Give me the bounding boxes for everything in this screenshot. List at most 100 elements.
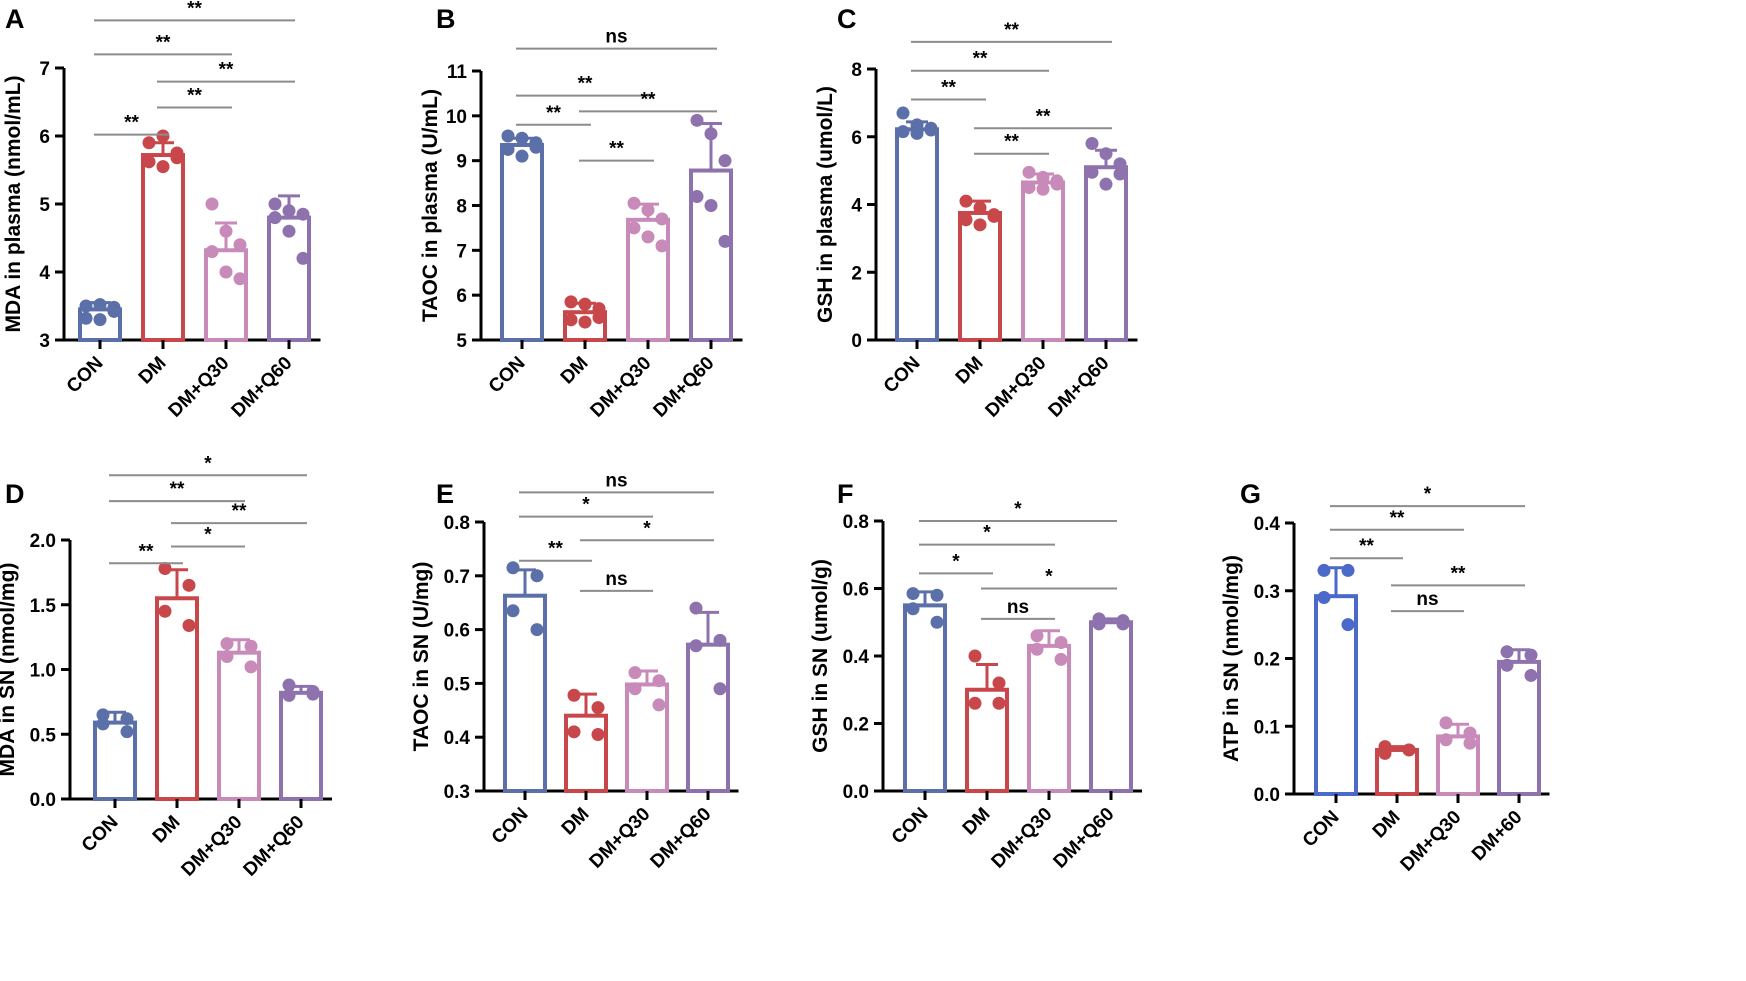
panel-c: C 0 2 4 6 8 GSH in plasma (umol/L) CON DMDM+Q30D…: [814, 4, 1138, 422]
data-point: [282, 688, 296, 702]
y-tick-label: 4: [851, 196, 862, 217]
data-point: [220, 637, 234, 651]
data-point: [1036, 182, 1050, 196]
significance-label: **: [609, 139, 624, 160]
significance-label: **: [578, 74, 593, 95]
data-point: [564, 313, 578, 327]
data-point: [1500, 658, 1514, 672]
data-point: [296, 251, 310, 265]
data-point: [96, 717, 110, 731]
significance-label: **: [1390, 508, 1405, 529]
category-label: DM+Q30: [988, 804, 1057, 873]
y-axis-label: MDA in SN (nmol/mg): [0, 563, 19, 777]
data-point: [220, 650, 234, 664]
significance-label: **: [232, 501, 247, 522]
category-label: CON: [485, 353, 530, 398]
data-point: [591, 728, 605, 742]
category-label: DM+Q30: [1397, 807, 1466, 876]
y-tick-label: 0.3: [444, 782, 470, 803]
data-point: [1030, 629, 1044, 643]
data-point: [930, 615, 944, 629]
significance-label: **: [139, 541, 154, 562]
significance-label: *: [983, 523, 991, 544]
significance-label: **: [1359, 536, 1374, 557]
data-point: [718, 234, 732, 248]
significance-label: **: [546, 103, 561, 124]
significance-label: **: [187, 85, 202, 106]
data-point: [713, 682, 727, 696]
y-tick-label: 6: [851, 128, 862, 149]
data-point: [268, 197, 282, 211]
significance-label: ns: [605, 470, 627, 491]
data-point: [655, 239, 669, 253]
data-point: [79, 299, 93, 313]
data-point: [233, 238, 247, 252]
data-point: [1341, 618, 1355, 632]
data-point: [718, 154, 732, 168]
category-label: DM+Q60: [1045, 353, 1114, 422]
data-point: [987, 209, 1001, 223]
data-point: [1317, 591, 1331, 605]
y-tick-label: 1.5: [30, 596, 57, 617]
y-tick-label: 0: [851, 331, 862, 352]
data-point: [930, 588, 944, 602]
data-point: [296, 207, 310, 221]
data-point: [170, 146, 184, 160]
data-point: [515, 131, 529, 145]
panel-d: D 0.0 0.5 1.0 1.5 2.0 MDA in SN (nmol/mg) CON DM…: [0, 453, 332, 881]
data-point: [244, 660, 258, 674]
y-axis-label: TAOC in plasma (U/mL): [419, 89, 442, 322]
category-label: DM+Q30: [165, 353, 234, 422]
data-point: [896, 125, 910, 139]
y-tick-label: 6: [39, 127, 50, 148]
significance-label: **: [1004, 20, 1019, 41]
data-point: [182, 618, 196, 632]
data-point: [282, 204, 296, 218]
significance-label: *: [643, 518, 651, 539]
data-point: [973, 218, 987, 232]
data-point: [530, 623, 544, 637]
bar-dm-60: [1497, 659, 1541, 797]
bar-dm: [141, 153, 185, 342]
data-point: [627, 221, 641, 235]
significance-label: *: [582, 495, 590, 516]
data-point: [219, 265, 233, 279]
data-point: [704, 199, 718, 212]
y-tick-label: 0.1: [1254, 717, 1281, 738]
panel-letter: B: [436, 4, 456, 34]
bar-dm-q30: [1027, 643, 1071, 793]
significance-label: **: [548, 539, 563, 560]
bar-con: [500, 142, 544, 342]
data-point: [1341, 563, 1355, 577]
data-point: [1463, 736, 1477, 750]
data-point: [1054, 636, 1068, 649]
bar-dm-q60: [1089, 620, 1133, 793]
category-label: DM+Q30: [178, 812, 247, 881]
category-label: CON: [880, 353, 925, 398]
data-point: [233, 272, 247, 286]
data-point: [506, 604, 520, 618]
y-tick-label: 11: [447, 62, 468, 83]
data-point: [1099, 147, 1113, 161]
data-point: [1099, 177, 1113, 191]
y-tick-label: 0.4: [444, 728, 471, 749]
data-point: [1022, 165, 1036, 179]
data-point: [515, 149, 529, 163]
bar-dm-q60: [267, 215, 311, 343]
category-label: DM: [149, 812, 185, 848]
significance-label: **: [1036, 106, 1051, 127]
y-axis-label: ATP in SN (nmol/mg): [1220, 555, 1243, 762]
data-point: [205, 197, 219, 211]
significance-label: ns: [605, 569, 627, 590]
y-axis-label: GSH in plasma (umol/L): [814, 86, 837, 323]
data-point: [219, 224, 233, 238]
data-point: [1030, 642, 1044, 656]
data-point: [578, 297, 592, 311]
category-label: DM: [557, 353, 593, 389]
significance-label: **: [973, 49, 988, 70]
y-tick-label: 0.0: [1254, 785, 1280, 806]
data-point: [567, 725, 581, 739]
